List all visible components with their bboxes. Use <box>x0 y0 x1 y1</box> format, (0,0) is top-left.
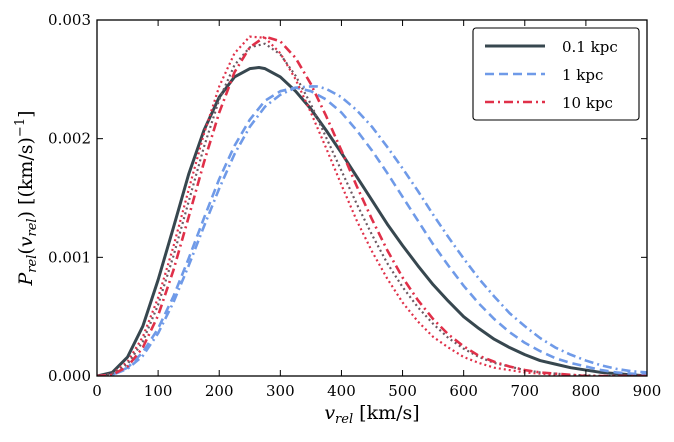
legend: 0.1 kpc 1 kpc 10 kpc <box>472 27 640 121</box>
plot-frame <box>96 19 648 377</box>
ticks-layer: 0 100 200 300 400 500 600 700 800 900 0.000 0.001 0.… <box>48 11 661 400</box>
y-tick-label-1: 0.001 <box>48 248 91 266</box>
y-axis-label: Prel(vrel) [(km/s)−1] <box>13 110 40 286</box>
y-tick-label-2: 0.002 <box>48 130 91 148</box>
x-tick-label-1: 100 <box>144 382 173 400</box>
y-tick-label-3: 0.003 <box>48 11 91 29</box>
x-tick-label-8: 800 <box>572 382 601 400</box>
y-tick-label-0: 0.000 <box>48 367 91 385</box>
series-line-0 <box>97 65 647 376</box>
legend-box <box>472 27 640 121</box>
x-tick-label-3: 300 <box>266 382 295 400</box>
x-tick-label-7: 700 <box>510 382 539 400</box>
series-layer <box>97 35 647 376</box>
x-tick-label-5: 500 <box>388 382 417 400</box>
series-line-2 <box>97 86 647 376</box>
series-line-1 <box>97 85 647 376</box>
legend-label-0: 0.1 kpc <box>562 38 618 56</box>
x-axis-label: vrel [km/s] <box>324 402 419 427</box>
legend-label-2: 10 kpc <box>562 94 613 112</box>
x-tick-label-2: 200 <box>205 382 234 400</box>
x-tick-label-6: 600 <box>449 382 478 400</box>
legend-label-1: 1 kpc <box>562 66 603 84</box>
x-tick-label-9: 900 <box>633 382 662 400</box>
x-tick-label-4: 400 <box>327 382 356 400</box>
x-tick-label-0: 0 <box>92 382 102 400</box>
series-line-5 <box>97 35 647 376</box>
